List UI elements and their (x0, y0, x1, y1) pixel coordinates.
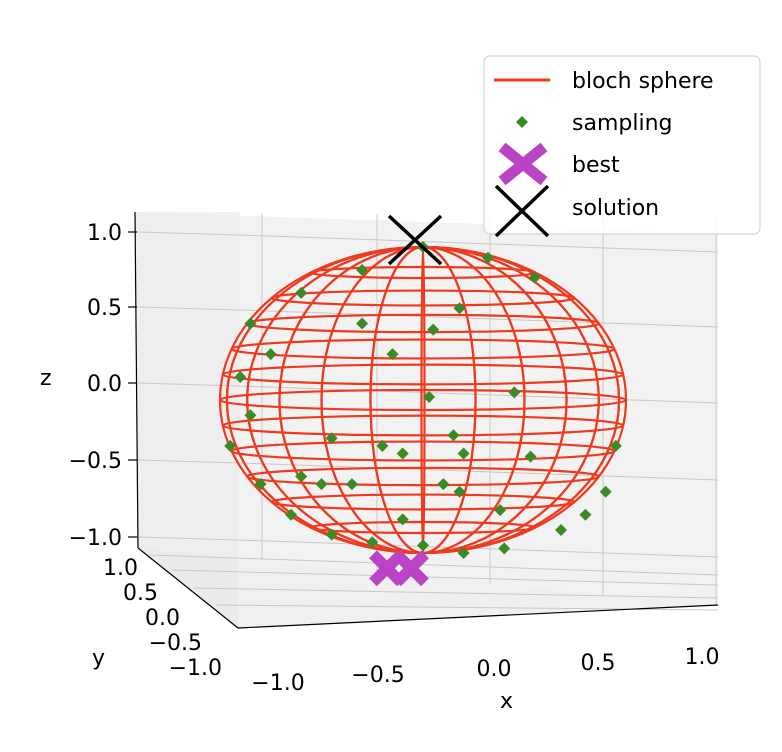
axis-lines (134, 211, 719, 629)
x-tick-label: −0.5 (351, 663, 404, 688)
sampling-point (315, 478, 328, 491)
z-grid-line (136, 231, 241, 236)
x-tick-label: −1.0 (251, 671, 304, 696)
sampling-point (396, 447, 409, 460)
x-axis-ticks: −1.0 −0.5 0.0 0.5 1.0 (251, 645, 719, 696)
left-pane (135, 212, 240, 628)
sampling-point (295, 470, 308, 483)
z-grid-line (239, 234, 719, 253)
z-grid-line (136, 306, 241, 311)
y-grid-line (171, 569, 719, 586)
legend-sampling-swatch (516, 116, 528, 128)
y-grid-line (149, 554, 719, 576)
z-grid-line (239, 462, 719, 481)
sampling-point (396, 513, 409, 526)
legend-sampling-label: sampling (572, 111, 672, 136)
y-tick-label: 0.0 (145, 606, 180, 631)
sampling-point (447, 429, 460, 442)
floor-pane (138, 548, 718, 628)
sampling-point (528, 271, 541, 284)
z-grid-line (136, 536, 241, 541)
sampling-point (555, 524, 568, 537)
legend-best-swatch (498, 142, 548, 186)
sampling-point (437, 478, 450, 491)
z-tick-label: 0.0 (87, 372, 122, 397)
y-tick-label: −1.0 (169, 656, 222, 681)
sampling-point (356, 263, 369, 276)
sampling-point (494, 504, 507, 517)
sampling-points (224, 241, 622, 559)
sampling-point (244, 317, 257, 330)
best-marker (369, 550, 429, 587)
sampling-point (609, 439, 622, 452)
y-tick-label: −0.5 (149, 631, 202, 656)
sampling-point (579, 508, 592, 521)
y-axis-line (137, 547, 239, 629)
y-axis-label: y (92, 646, 105, 671)
legend-best-label: best (572, 153, 620, 178)
sampling-point (508, 386, 521, 399)
x-tick-label: 1.0 (685, 645, 720, 670)
sampling-point (325, 432, 338, 445)
sampling-point (599, 485, 612, 498)
solution-marker (387, 214, 443, 266)
sampling-point (325, 528, 338, 541)
sampling-point (264, 348, 277, 361)
sampling-point (427, 323, 440, 336)
z-axis-ticks: −1.0 −0.5 0.0 0.5 1.0 (69, 221, 137, 551)
x-tick-label: 0.0 (477, 657, 512, 682)
sampling-point (376, 439, 389, 452)
y-tick-label: 1.0 (103, 556, 138, 581)
legend-bloch-sphere-label: bloch sphere (572, 69, 714, 94)
y-grid-line (193, 587, 719, 599)
z-grid-line (239, 385, 719, 404)
sampling-point (417, 539, 429, 552)
sampling-point (481, 251, 494, 264)
z-tick-label: −0.5 (69, 449, 122, 474)
z-grid-line (239, 539, 719, 558)
sampling-point (285, 508, 298, 521)
z-grid-line (239, 309, 719, 328)
z-axis-label: z (40, 366, 52, 391)
x-axis-label: x (500, 689, 513, 714)
sampling-point (234, 371, 247, 384)
x-axis-line (237, 604, 719, 629)
grid-lines (136, 214, 719, 611)
z-tick-label: 1.0 (87, 221, 122, 246)
z-grid-line (136, 382, 241, 387)
legend-solution-swatch (494, 184, 550, 238)
sampling-point (224, 439, 237, 452)
sampling-point (254, 478, 267, 491)
y-axis-ticks: −1.0−0.50.00.51.0 (103, 556, 222, 681)
sampling-point (498, 542, 511, 555)
sampling-point (366, 536, 379, 549)
z-axis-line (134, 211, 139, 549)
z-tick-label: −1.0 (69, 526, 122, 551)
sampling-point (386, 348, 399, 361)
legend-box (483, 55, 761, 235)
sampling-point (453, 485, 466, 498)
sampling-point (244, 409, 257, 422)
sampling-point (295, 286, 308, 299)
sampling-point (453, 302, 466, 315)
sampling-point (345, 478, 358, 491)
sampling-point (457, 547, 470, 559)
sampling-point (423, 390, 436, 403)
sampling-point (457, 447, 470, 460)
z-grid-line (136, 459, 241, 464)
x-tick-label: 0.5 (581, 651, 616, 676)
best-point (393, 550, 429, 587)
sampling-point (356, 317, 369, 330)
legend-solution-label: solution (572, 196, 659, 221)
solution-point (387, 214, 443, 266)
y-tick-label: 0.5 (123, 581, 158, 606)
z-tick-label: 0.5 (87, 296, 122, 321)
sampling-point (524, 450, 537, 463)
legend: bloch sphere sampling best solution (483, 55, 761, 238)
